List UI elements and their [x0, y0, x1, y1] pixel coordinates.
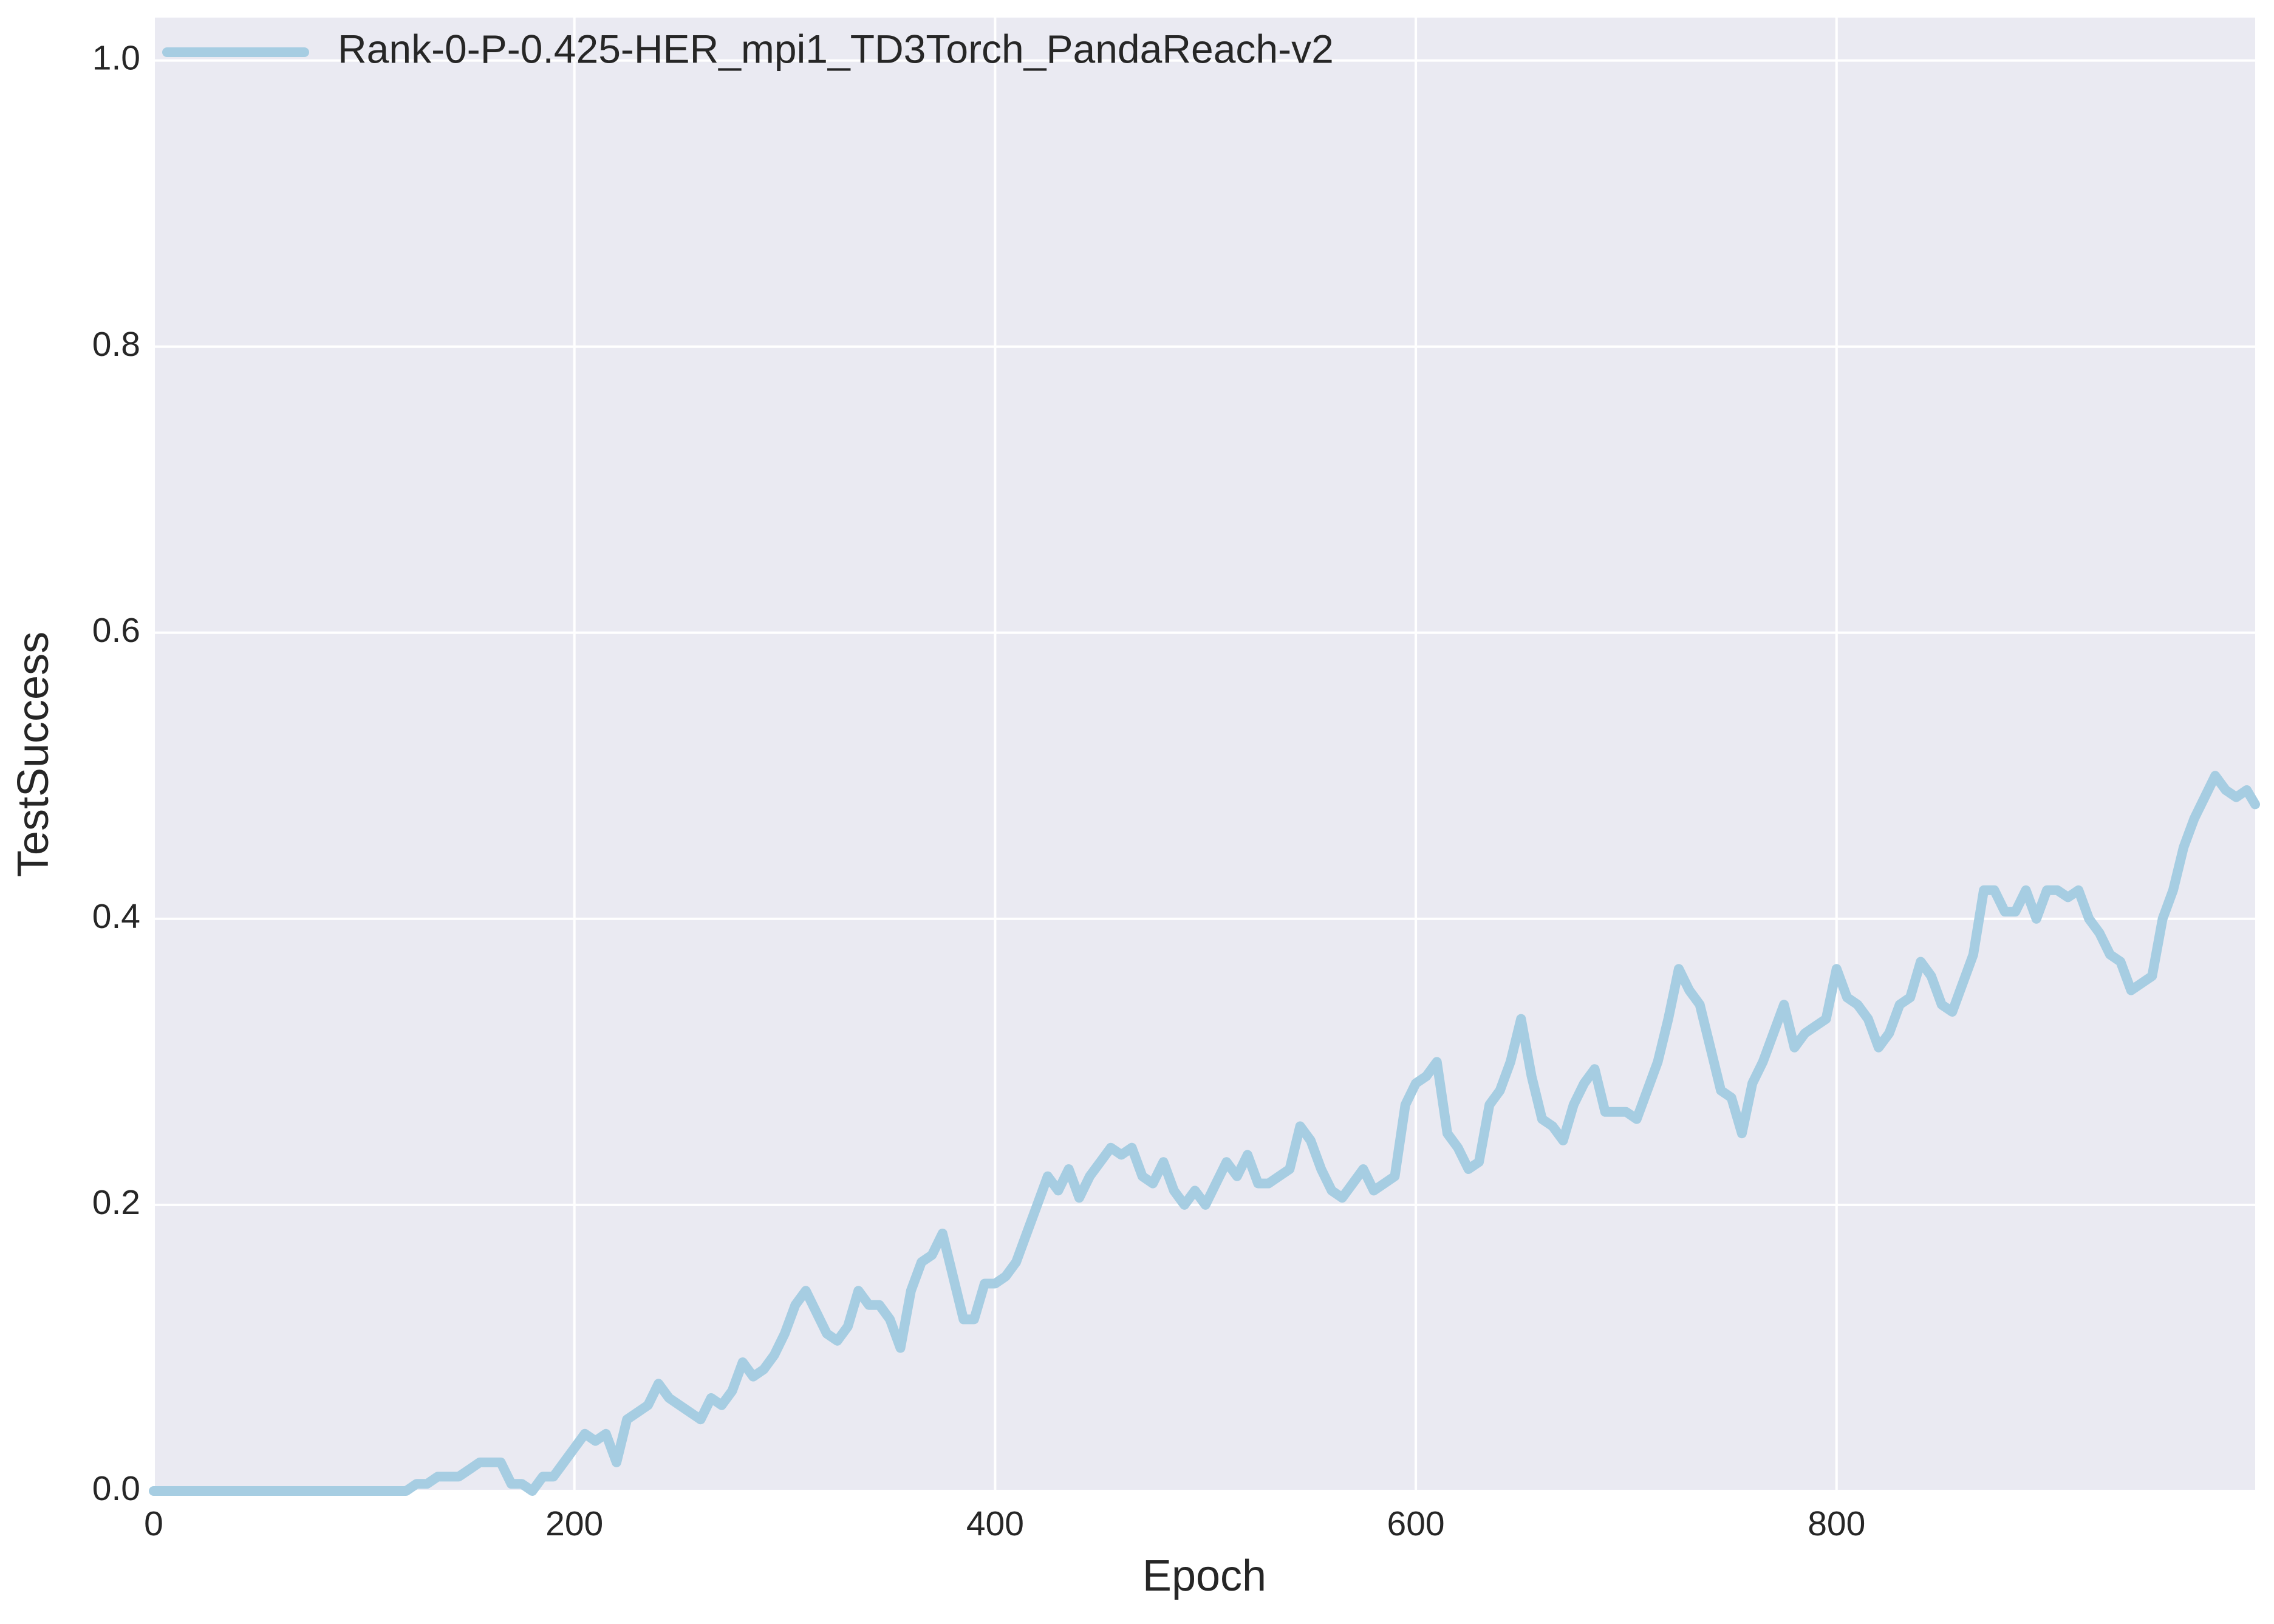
x-tick-label: 400: [966, 1504, 1024, 1543]
x-tick-label: 800: [1808, 1504, 1865, 1543]
y-tick-label: 1.0: [92, 39, 140, 78]
y-tick-label: 0.4: [92, 897, 140, 936]
line: [149, 771, 2260, 1496]
x-tick-label: 600: [1387, 1504, 1445, 1543]
y-axis-label: TestSuccess: [9, 632, 58, 877]
x-tick-label: 0: [144, 1504, 163, 1543]
x-axis-label: Epoch: [1142, 1552, 1266, 1600]
y-tick-label: 0.6: [92, 611, 140, 650]
plot-area: [154, 18, 2255, 1491]
y-tick-label: 0.0: [92, 1469, 140, 1508]
x-tick-label: 200: [545, 1504, 603, 1543]
y-tick-label: 0.2: [92, 1183, 140, 1222]
y-tick-label: 0.8: [92, 325, 140, 364]
legend-label: Rank-0-P-0.425-HER_mpi1_TD3Torch_PandaRe…: [338, 26, 1334, 71]
